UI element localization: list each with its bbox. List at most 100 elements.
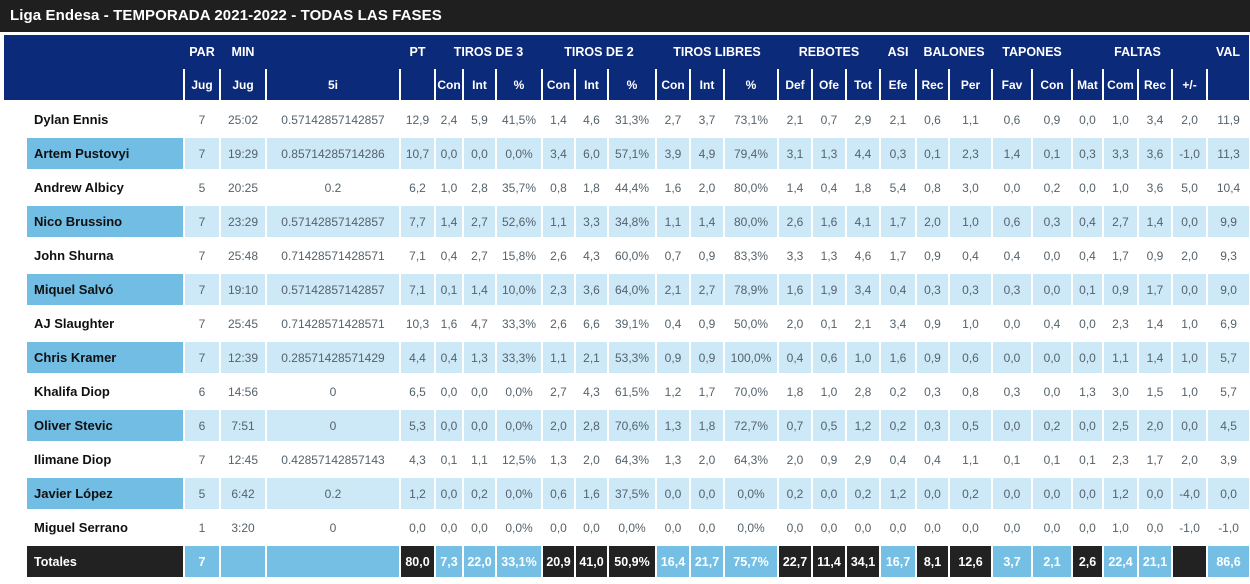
stat-cell: 2,0 — [777, 306, 812, 342]
stat-cell: 2,3 — [1102, 442, 1139, 478]
stat-cell: 0,0 — [1206, 476, 1250, 512]
stat-cell: 6 — [183, 374, 220, 410]
totals-stat-cell — [219, 544, 266, 577]
stat-cell: 3,4 — [879, 306, 917, 342]
stat-cell: 12,9 — [399, 102, 435, 138]
stat-cell: 35,7% — [495, 170, 542, 206]
stat-cell: 1,4 — [1137, 204, 1173, 240]
stat-cell: 0,7 — [655, 238, 690, 274]
stat-cell: 80,0% — [723, 204, 778, 240]
stat-cell: 2,3 — [948, 136, 993, 172]
stat-cell: 1 — [183, 510, 220, 546]
stat-cell: 0,0 — [462, 374, 496, 410]
stat-cell: 9,9 — [1206, 204, 1250, 240]
stat-cell: 0,4 — [879, 442, 917, 478]
stat-cell: 0,6 — [991, 102, 1033, 138]
stat-cell: 2,0 — [1171, 238, 1208, 274]
stat-cell: 1,2 — [844, 408, 881, 444]
player-name: Chris Kramer — [25, 340, 184, 376]
stat-cell: 0,4 — [777, 340, 812, 376]
stat-cell: 4,6 — [574, 102, 608, 138]
stat-cell: 0,3 — [948, 272, 993, 308]
stat-cell: 0,7 — [811, 102, 846, 138]
player-row: Andrew Albicy 5 20:25 0.2 6,2 1,0 2,8 35,7% 0,8 1… — [4, 170, 1250, 206]
player-row: Miquel Salvó 7 19:10 0.57142857142857 7,1 0,1… — [4, 272, 1250, 308]
stat-cell: 4,3 — [574, 374, 608, 410]
stat-cell: 0,9 — [811, 442, 846, 478]
player-row: John Shurna 7 25:48 0.71428571428571 7,1 0,4 2… — [4, 238, 1250, 274]
player-row: Dylan Ennis 7 25:02 0.57142857142857 12,9 2,4… — [4, 102, 1250, 577]
stat-cell: 0,0 — [1031, 272, 1073, 308]
stat-cell: 25:45 — [219, 306, 266, 342]
stat-cell: 3,9 — [1206, 442, 1250, 478]
stat-cell: 0,9 — [655, 340, 690, 376]
stat-cell: 2,0 — [1171, 442, 1208, 478]
stat-cell: 3,0 — [948, 170, 993, 206]
totals-stat-cell: 33,1% — [495, 544, 542, 577]
stat-cell: 0,0 — [1071, 170, 1104, 206]
stat-cell: 1,3 — [811, 238, 846, 274]
stat-cell: 0,0 — [844, 510, 881, 546]
stat-cell: 9,3 — [1206, 238, 1250, 274]
stat-cell: 2,7 — [1102, 204, 1139, 240]
table-body: Dylan Ennis 7 25:02 0.57142857142857 12,9 2,4… — [4, 102, 1250, 577]
stat-cell: 12:45 — [219, 442, 266, 478]
player-name: Miguel Serrano — [25, 510, 184, 546]
stat-cell: 10,3 — [399, 306, 435, 342]
stat-cell: 0,3 — [1071, 136, 1104, 172]
stat-cell: 1,6 — [879, 340, 917, 376]
stat-cell: 0,0 — [434, 374, 463, 410]
stat-cell: 2,8 — [844, 374, 881, 410]
table-header: PAR MIN PT TIROS DE 3 TIROS DE 2 TIROS LIBRES… — [4, 35, 1250, 102]
stat-cell: 4,4 — [399, 340, 435, 376]
stat-cell: 0,1 — [1031, 442, 1073, 478]
stat-cell: 0,3 — [991, 272, 1033, 308]
stat-cell: 6,2 — [399, 170, 435, 206]
stat-cell: 0,0 — [434, 510, 463, 546]
stat-cell: 0,9 — [689, 340, 724, 376]
stat-cell: 0,4 — [879, 272, 917, 308]
stat-cell: 0,3 — [1031, 204, 1073, 240]
stat-cell: 15,8% — [495, 238, 542, 274]
column-header: Rec — [915, 69, 950, 102]
stat-cell: 2,7 — [462, 204, 496, 240]
stat-cell: 2,0 — [574, 442, 608, 478]
stat-cell: 0,1 — [1031, 136, 1073, 172]
stat-cell: 0,2 — [844, 476, 881, 512]
stat-cell: 1,0 — [1102, 102, 1139, 138]
column-group-header: TIROS DE 2 — [542, 35, 656, 69]
stat-cell: -4,0 — [1171, 476, 1208, 512]
stat-cell: 0,0 — [991, 340, 1033, 376]
player-name: Miquel Salvó — [25, 272, 184, 308]
stat-cell: 0,0 — [1171, 408, 1208, 444]
stat-cell: 7 — [183, 272, 220, 308]
stat-cell: 83,3% — [723, 238, 778, 274]
stat-cell: 4,1 — [844, 204, 881, 240]
stat-cell: 12:39 — [219, 340, 266, 376]
stat-cell: 1,6 — [574, 476, 608, 512]
stat-cell: 0,0 — [991, 306, 1033, 342]
stat-cell: 0,4 — [915, 442, 950, 478]
player-row: AJ Slaughter 7 25:45 0.71428571428571 10,3 1,… — [4, 306, 1250, 342]
column-group-header: BALONES — [916, 35, 993, 69]
stat-cell: 5,4 — [879, 170, 917, 206]
stat-cell: 0,0 — [1171, 272, 1208, 308]
stat-cell: 7,1 — [399, 238, 435, 274]
totals-label: Totales — [25, 544, 184, 577]
stat-cell: 0,9 — [689, 306, 724, 342]
stat-cell: 33,3% — [495, 340, 542, 376]
stat-cell: 64,3% — [723, 442, 778, 478]
column-header: Con — [655, 69, 690, 102]
totals-stat-cell: 7 — [183, 544, 220, 577]
player-row: Ilimane Diop 7 12:45 0.42857142857143 4,3 0,1… — [4, 442, 1250, 478]
stat-cell: 1,1 — [541, 204, 575, 240]
column-subheader-row: Jug Jug 5i Con Int% Con Int% Con Int% Def Ofe Tot Ef… — [4, 69, 1250, 102]
stat-cell: 0,0 — [991, 170, 1033, 206]
stat-cell: 0,0 — [991, 476, 1033, 512]
stat-cell: 0,0 — [915, 476, 950, 512]
stat-cell: 0,9 — [1102, 272, 1139, 308]
stat-cell: -1,0 — [1171, 136, 1208, 172]
column-header: Con — [434, 69, 463, 102]
stat-cell: 0,0 — [948, 510, 993, 546]
stat-cell: 1,6 — [655, 170, 690, 206]
